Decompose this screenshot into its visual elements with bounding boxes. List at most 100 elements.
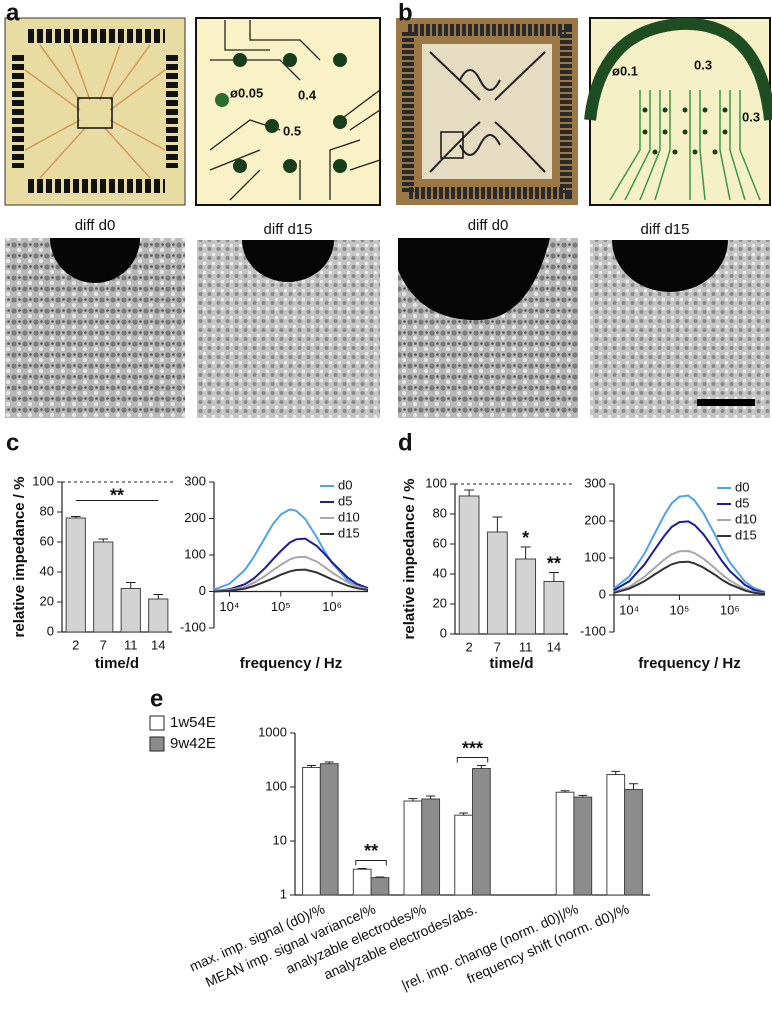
bar <box>515 558 537 635</box>
error-bar <box>476 765 486 769</box>
panel-label: d <box>398 429 413 456</box>
image-label: diff d15 <box>264 221 313 238</box>
bar <box>454 814 473 896</box>
y-tick-label: 1 <box>280 886 287 901</box>
y-tick-label: 0 <box>440 625 447 640</box>
y-tick-label: 60 <box>433 535 447 550</box>
y-tick-label: 200 <box>584 512 606 527</box>
bar <box>421 798 441 896</box>
x-tick-label: 10⁵ <box>271 599 291 614</box>
error-bar <box>324 761 334 764</box>
y-tick-label: 1000 <box>258 724 287 739</box>
x-axis-label: time/d <box>95 655 139 672</box>
y-tick-label: 20 <box>433 595 447 610</box>
series-line <box>613 494 766 593</box>
bar <box>543 581 565 635</box>
legend-swatch <box>149 736 165 752</box>
y-tick-label: 300 <box>184 473 206 488</box>
bar <box>458 495 480 635</box>
legend-label: d10 <box>735 511 757 526</box>
x-tick-label: 7 <box>100 637 107 652</box>
x-tick-label: 2 <box>466 639 473 654</box>
error-bar <box>153 594 164 599</box>
panel-label: e <box>150 685 163 712</box>
y-axis-label: relative impedance / % <box>11 477 28 638</box>
significance-label: ** <box>364 841 378 861</box>
bar <box>573 796 593 896</box>
error-bar <box>125 582 136 589</box>
x-tick-label: 10⁶ <box>322 599 342 614</box>
significance-bracket <box>456 757 489 763</box>
error-bar <box>459 812 469 816</box>
electrodes <box>215 53 347 173</box>
zoom-box <box>440 131 464 159</box>
diagram-body <box>195 17 381 206</box>
y-axis-label: relative impedance / % <box>401 479 418 640</box>
legend-label: d15 <box>735 527 757 542</box>
error-bar <box>307 765 316 768</box>
error-bar <box>492 516 503 532</box>
y-tick-label: 100 <box>32 473 54 488</box>
zoom-box <box>77 97 113 129</box>
y-tick-label: 0 <box>47 623 54 638</box>
dimension-label: ø0.1 <box>612 63 638 78</box>
error-bar <box>357 867 367 870</box>
dimension-label: 0.3 <box>742 109 760 124</box>
error-bar <box>520 546 531 559</box>
x-tick-label: 10⁵ <box>670 602 690 617</box>
x-tick-label: 14 <box>151 637 165 652</box>
image-label: diff d15 <box>641 221 690 238</box>
error-bar <box>560 790 570 793</box>
bar <box>486 531 508 635</box>
legend-label: d5 <box>735 495 749 510</box>
bar <box>93 541 114 633</box>
y-tick-label: 40 <box>433 565 447 580</box>
significance-label: *** <box>462 738 483 758</box>
chip-photo-b <box>396 18 578 205</box>
error-bar <box>548 572 559 582</box>
error-bar <box>611 770 621 775</box>
dimension-label: 0.5 <box>283 123 301 138</box>
bar <box>65 517 86 633</box>
image-label: diff d0 <box>75 217 116 234</box>
electrode-shadow <box>50 238 140 283</box>
bar <box>120 588 141 633</box>
diagram-traces <box>609 90 761 201</box>
legend-label: d5 <box>338 493 352 508</box>
y-tick-label: 100 <box>425 475 447 490</box>
electrodes <box>642 107 728 155</box>
error-bar <box>70 516 81 518</box>
significance-label: ** <box>110 485 124 505</box>
diagram-frame <box>584 17 772 121</box>
x-tick-label: 2 <box>72 637 79 652</box>
y-tick-label: -100 <box>580 623 606 638</box>
panel-label: a <box>6 0 20 26</box>
series-line <box>613 560 766 595</box>
y-tick-label: 80 <box>433 505 447 520</box>
electrode-diagram-b: ø0.1 0.3 0.3 <box>584 17 772 206</box>
series-line <box>213 568 369 593</box>
x-tick-label: 7 <box>494 639 501 654</box>
series-line <box>613 549 766 595</box>
error-bar <box>98 538 109 542</box>
legend-label: d0 <box>735 479 749 494</box>
significance-bracket <box>355 859 387 866</box>
bar <box>370 877 390 896</box>
electrode-shadow <box>612 240 728 292</box>
y-tick-label: 10 <box>273 832 287 847</box>
chip-photo-a <box>4 17 186 206</box>
legend-label: d0 <box>338 477 352 492</box>
bar <box>148 598 169 633</box>
bar <box>352 868 372 896</box>
y-tick-label: 100 <box>184 546 206 561</box>
bar <box>403 800 423 896</box>
x-tick-label: 10⁴ <box>219 599 239 614</box>
y-tick-label: 40 <box>40 563 54 578</box>
electrode-shadow <box>242 240 334 282</box>
x-tick-label: 10⁶ <box>720 602 740 617</box>
electrode-diagram-a: ø0.05 0.4 0.5 <box>195 17 381 206</box>
legend-label: d10 <box>338 509 360 524</box>
error-bar <box>426 795 436 799</box>
image-label: diff d0 <box>468 217 509 234</box>
error-bar <box>464 489 475 496</box>
